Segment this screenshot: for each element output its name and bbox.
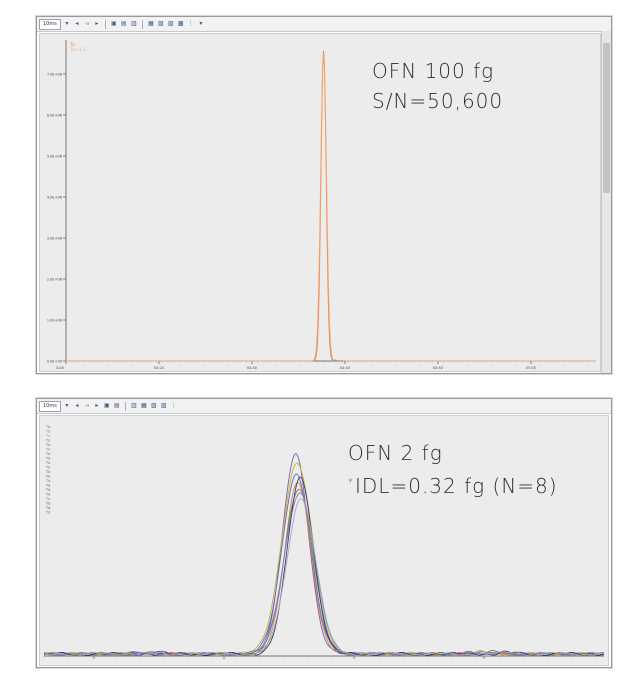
- zoom-in-icon[interactable]: ▣: [111, 20, 117, 27]
- legend-item: Tic: [45, 466, 51, 470]
- legend-item: Tic: [45, 457, 51, 461]
- first-icon[interactable]: ◂: [75, 402, 79, 409]
- y-tick-label: 4.0E+06: [47, 196, 62, 200]
- legend-item: Tic: [45, 434, 51, 438]
- overlay-icon[interactable]: ▥: [131, 20, 137, 27]
- series-line: [66, 50, 596, 362]
- zoom-out-icon[interactable]: ▤: [121, 20, 127, 27]
- zoom-out-icon[interactable]: ▤: [114, 402, 120, 409]
- y-tick-label: 0.0E+00: [47, 360, 62, 364]
- toolbar-divider: [124, 401, 126, 411]
- print-icon[interactable]: ▨: [168, 20, 174, 27]
- legend-item: Tic: [45, 461, 51, 465]
- print-icon[interactable]: ▨: [161, 402, 167, 409]
- annotation-bottom: OFN 2 fg *IDL=0.32 fg (N=8): [348, 438, 558, 501]
- refresh-icon[interactable]: ▦: [141, 402, 147, 409]
- y-tick-label: 1.0E+06: [47, 319, 62, 323]
- x-tick-label: 0.00: [56, 366, 64, 370]
- series-line: [43, 482, 605, 657]
- x-tick-label: 05:00: [526, 366, 536, 370]
- legend-item: Tic: [45, 439, 51, 443]
- series-line: [43, 498, 604, 657]
- series-line: [43, 488, 605, 657]
- annotation-idl-text: IDL=0.32 fg (N=8): [355, 474, 558, 498]
- annotation-top: OFN 100 fg S/N=50,600: [372, 56, 503, 116]
- legend-item: Tic: [45, 506, 51, 510]
- legend-item: Tic: [45, 443, 51, 447]
- annotation-sn-label: S/N=50,600: [372, 89, 504, 113]
- settings-icon[interactable]: ▧: [151, 402, 157, 409]
- y-tick-label: 3.0E+06: [47, 237, 62, 241]
- view-select[interactable]: 10ms: [39, 18, 61, 30]
- legend-item: Tic: [45, 425, 51, 429]
- legend-item: Tic: [45, 488, 51, 492]
- chromatogram-bottom: TicTicTicTicTicTicTicTicTicTicTicTicTicT…: [43, 425, 615, 659]
- legend-item: Tic: [45, 502, 51, 506]
- chromatogram-window-top: 10ms ▾ ◂ ◃ ▸ ▣ ▤ ▥ ▦ ▧ ▨ ▩ ⋮ ▾ 7.0E+06 6.…: [36, 16, 612, 374]
- view-select[interactable]: 10ms: [39, 400, 61, 412]
- x-tick-label: 04:50: [433, 366, 443, 370]
- toolbar-divider: [141, 19, 143, 29]
- y-tick-label: 2.0E+06: [47, 278, 62, 282]
- legend-item: Tic: [45, 484, 51, 488]
- legend-item: Tic: [45, 493, 51, 497]
- options-icon[interactable]: ⋮: [187, 20, 194, 27]
- prev-icon[interactable]: ◃: [85, 20, 89, 27]
- scrollbar-thumb[interactable]: [603, 43, 610, 193]
- toolbar-divider: [104, 19, 106, 29]
- legend-item: Tic: [45, 470, 51, 474]
- first-icon[interactable]: ◂: [75, 20, 79, 27]
- y-tick-label: 5.0E+06: [47, 155, 62, 159]
- y-tick-label: 7.0E+06: [47, 73, 62, 77]
- next-icon[interactable]: ▸: [95, 402, 99, 409]
- legend-item: Tic+1:1: [69, 47, 86, 52]
- legend-item: Tic: [45, 448, 51, 452]
- legend-item: Tic: [45, 430, 51, 434]
- next-icon[interactable]: ▸: [95, 20, 99, 27]
- annotation-sample-label: OFN 100 fg: [372, 59, 495, 83]
- x-tick-label: 04:20: [154, 366, 164, 370]
- legend-item: Tic: [45, 475, 51, 479]
- x-tick-label: 04:40: [340, 366, 350, 370]
- legend-item: Tic: [45, 497, 51, 501]
- annotation-sample-label: OFN 2 fg: [348, 441, 443, 465]
- y-tick-label: 6.0E+06: [47, 114, 62, 118]
- dropdown-icon[interactable]: ▾: [65, 20, 69, 27]
- chromatogram-window-bottom: 10ms ▾ ◂ ◃ ▸ ▣ ▤ ▥ ▦ ▧ ▨ ⋮ Tic Tic Tic Tic T…: [36, 398, 615, 668]
- vertical-scrollbar[interactable]: [601, 31, 611, 373]
- chromatogram-top: 7.0E+06 6.0E+06 5.0E+06 4.0E+06 3.0E+06 2.0E+…: [47, 40, 596, 370]
- toolbar-bottom: 10ms ▾ ◂ ◃ ▸ ▣ ▤ ▥ ▦ ▧ ▨ ⋮: [37, 399, 611, 414]
- series-line: [66, 52, 596, 362]
- x-tick-label: 04:30: [247, 366, 257, 370]
- overlay-icon[interactable]: ▥: [131, 402, 137, 409]
- dropdown-icon[interactable]: ▾: [199, 20, 203, 27]
- toolbar-top: 10ms ▾ ◂ ◃ ▸ ▣ ▤ ▥ ▦ ▧ ▨ ▩ ⋮ ▾: [37, 17, 611, 32]
- legend-item: Tic: [45, 511, 51, 515]
- legend-item: Tic: [45, 479, 51, 483]
- legend-item: Tic: [45, 452, 51, 456]
- plot-area-bottom[interactable]: Tic Tic Tic Tic Tic Tic Tic Tic Tic Tic Tic Tic Tic T…: [39, 415, 615, 666]
- options-icon[interactable]: ⋮: [170, 402, 177, 409]
- prev-icon[interactable]: ◃: [85, 402, 89, 409]
- legend-item: Tic: [69, 42, 76, 47]
- series-line: [43, 473, 605, 657]
- footnote-star: *: [348, 477, 354, 488]
- annotation-idl-label: *IDL=0.32 fg (N=8): [348, 468, 558, 501]
- zoom-in-icon[interactable]: ▣: [104, 402, 110, 409]
- dropdown-icon[interactable]: ▾: [65, 402, 69, 409]
- export-icon[interactable]: ▩: [178, 20, 184, 27]
- refresh-icon[interactable]: ▦: [148, 20, 154, 27]
- plot-area-top[interactable]: 7.0E+06 6.0E+06 5.0E+06 4.0E+06 3.0E+06 2.0E+…: [39, 33, 601, 372]
- settings-icon[interactable]: ▧: [158, 20, 164, 27]
